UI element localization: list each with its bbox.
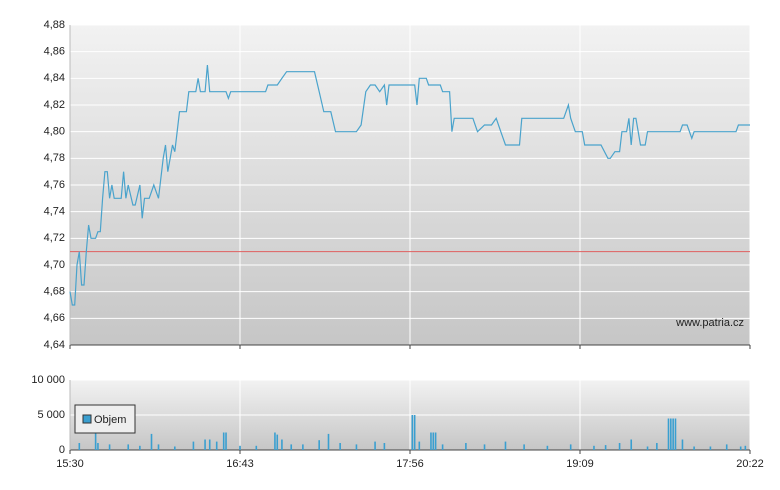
volume-bar <box>327 433 330 450</box>
volume-bar <box>604 445 607 450</box>
volume-bar <box>215 441 218 450</box>
volume-bar <box>274 432 276 450</box>
y-tick-label: 4,82 <box>44 99 65 111</box>
y-tick-label: 10 000 <box>31 374 65 386</box>
volume-bar <box>504 441 507 450</box>
volume-bar <box>139 445 141 450</box>
volume-bar <box>418 441 421 450</box>
y-tick-label: 4,66 <box>44 312 65 324</box>
price-line <box>69 64 750 306</box>
x-tick-label: 19:09 <box>566 458 594 470</box>
volume-bar <box>173 446 176 450</box>
x-tick-label: 20:22 <box>736 458 764 470</box>
y-tick-label: 0 <box>59 444 65 456</box>
volume-bar <box>593 445 595 450</box>
volume-bar <box>744 445 747 450</box>
volume-bar <box>523 444 525 450</box>
legend-box <box>74 404 136 434</box>
volume-bar <box>127 444 130 450</box>
y-tick-label: 4,84 <box>44 72 65 84</box>
volume-bar <box>239 445 241 450</box>
volume-bar <box>434 432 437 450</box>
volume-bar <box>204 439 206 450</box>
volume-bar <box>656 443 658 450</box>
volume-bar <box>290 444 293 450</box>
x-tick-label: 16:43 <box>226 458 254 470</box>
volume-bar <box>465 443 467 450</box>
y-tick-label: 4,74 <box>44 206 65 218</box>
volume-bar <box>670 418 672 450</box>
y-tick-label: 4,64 <box>44 339 65 351</box>
volume-bar <box>255 445 258 450</box>
y-tick-label: 4,72 <box>44 232 65 244</box>
volume-bar <box>630 439 633 450</box>
y-tick-label: 4,86 <box>44 46 65 58</box>
volume-bar <box>383 443 386 450</box>
volume-bar <box>674 418 677 450</box>
y-tick-label: 4,88 <box>44 19 65 31</box>
legend-swatch <box>82 414 92 424</box>
volume-bar <box>441 444 444 450</box>
volume-bar <box>208 439 211 450</box>
volume-bar <box>78 443 81 450</box>
legend-label: Objem <box>94 414 126 426</box>
y-tick-label: 5 000 <box>37 409 65 421</box>
volume-bar <box>413 415 416 450</box>
volume-bar <box>430 432 432 450</box>
volume-bar <box>709 446 712 450</box>
volume-bar <box>318 440 320 450</box>
y-tick-label: 4,78 <box>44 152 65 164</box>
volume-bar <box>646 446 649 450</box>
volume-bar <box>681 439 684 450</box>
volume-bar <box>225 432 227 450</box>
volume-bar <box>192 441 195 450</box>
volume-bar <box>725 444 728 450</box>
volume-bar <box>97 443 99 450</box>
volume-bar <box>108 444 111 450</box>
y-tick-label: 4,70 <box>44 259 65 271</box>
volume-bar <box>374 441 376 450</box>
x-tick-label: 17:56 <box>396 458 424 470</box>
volume-bar <box>157 444 160 450</box>
volume-bar <box>739 446 742 450</box>
y-tick-label: 4,76 <box>44 179 65 191</box>
volume-bar <box>355 444 358 450</box>
volume-bar <box>546 445 549 450</box>
volume-bar <box>667 418 670 450</box>
volume-bar <box>432 432 435 450</box>
volume-bar <box>222 432 225 450</box>
volume-bar <box>618 443 621 450</box>
y-tick-label: 4,80 <box>44 126 65 138</box>
volume-bar <box>569 444 572 450</box>
volume-bar <box>339 443 341 450</box>
volume-bar <box>276 434 279 450</box>
volume-bar <box>672 418 674 450</box>
volume-bar <box>411 415 414 450</box>
watermark: www.patria.cz <box>675 317 744 329</box>
volume-bar <box>483 444 486 450</box>
volume-bar <box>302 444 304 450</box>
y-tick-label: 4,68 <box>44 286 65 298</box>
volume-bar <box>693 446 695 450</box>
volume-bar <box>150 433 153 450</box>
x-tick-label: 15:30 <box>56 458 84 470</box>
volume-bar <box>281 439 283 450</box>
